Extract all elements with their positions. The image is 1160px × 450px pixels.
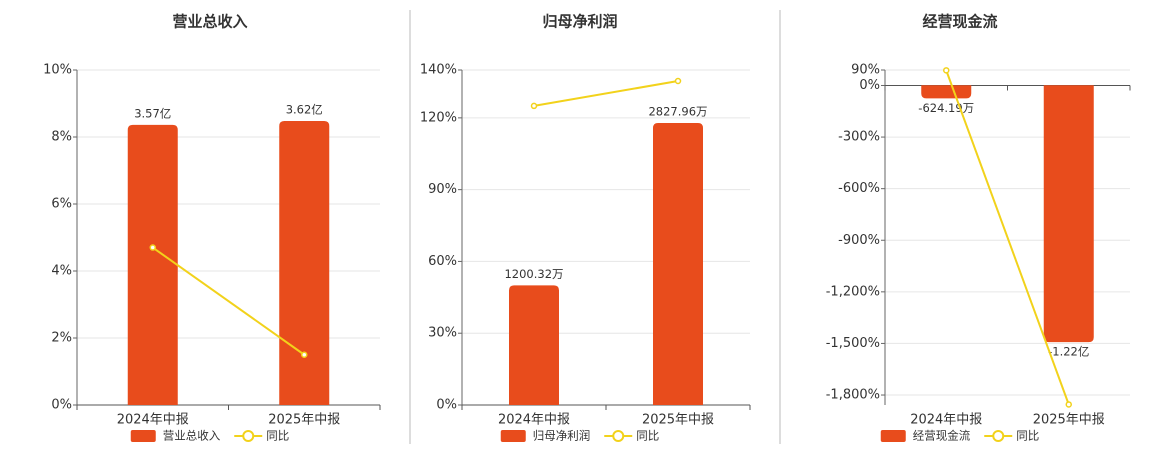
chart-title: 归母净利润 bbox=[542, 13, 617, 31]
legend: 经营现金流 同比 bbox=[880, 429, 1039, 443]
y-tick-label: -1,500% bbox=[826, 336, 880, 351]
bar bbox=[1043, 85, 1094, 343]
legend-label: 同比 bbox=[636, 429, 659, 443]
legend-label: 同比 bbox=[266, 429, 289, 443]
y-tick-label: 2% bbox=[51, 331, 72, 346]
y-tick-label: -900% bbox=[838, 233, 880, 248]
line bbox=[945, 69, 1070, 405]
x-tick-label: 2024年中报 bbox=[910, 413, 982, 428]
chart-title: 经营现金流 bbox=[922, 13, 997, 31]
value-label: 3.62亿 bbox=[286, 102, 323, 116]
bar bbox=[653, 123, 703, 405]
bar bbox=[127, 124, 178, 405]
legend-swatch bbox=[992, 430, 1005, 442]
value-label: -1.22亿 bbox=[1048, 345, 1089, 359]
legend: 营业总收入 同比 bbox=[130, 429, 289, 443]
line bbox=[533, 80, 679, 107]
legend-label: 营业总收入 bbox=[163, 429, 221, 443]
y-tick-label: -1,800% bbox=[826, 388, 880, 403]
line-marker bbox=[301, 351, 308, 358]
bar bbox=[279, 120, 330, 406]
y-tick-label: -600% bbox=[838, 181, 880, 196]
y-tick-label: 0% bbox=[859, 78, 880, 93]
x-tick-label: 2025年中报 bbox=[642, 413, 714, 428]
legend-label: 同比 bbox=[1016, 429, 1039, 443]
chart-title: 营业总收入 bbox=[172, 13, 247, 31]
legend-swatch bbox=[500, 430, 526, 442]
line-marker bbox=[674, 77, 682, 85]
legend-swatch bbox=[130, 430, 156, 442]
y-tick-label: 120% bbox=[420, 110, 457, 125]
line-marker bbox=[149, 244, 156, 251]
y-tick-label: 90% bbox=[428, 182, 457, 197]
y-tick-label: 60% bbox=[428, 254, 457, 269]
line-marker bbox=[943, 67, 950, 74]
x-tick-label: 2024年中报 bbox=[498, 413, 570, 428]
bar bbox=[509, 285, 559, 405]
y-tick-label: 6% bbox=[51, 197, 72, 212]
legend-label: 归母净利润 bbox=[533, 429, 591, 443]
y-tick-label: 140% bbox=[420, 63, 457, 78]
y-tick-label: 0% bbox=[51, 398, 72, 413]
legend: 归母净利润 同比 bbox=[500, 429, 659, 443]
legend-swatch bbox=[612, 430, 625, 442]
y-tick-label: 90% bbox=[851, 63, 880, 78]
legend-swatch bbox=[242, 430, 255, 442]
x-tick-label: 2024年中报 bbox=[117, 413, 189, 428]
legend-swatch bbox=[880, 430, 906, 442]
value-label: 2827.96万 bbox=[648, 105, 707, 119]
y-tick-label: 8% bbox=[51, 130, 72, 145]
value-label: 1200.32万 bbox=[504, 267, 563, 281]
line-marker bbox=[1065, 401, 1072, 408]
y-tick-label: 0% bbox=[436, 398, 457, 413]
y-tick-label: 30% bbox=[428, 326, 457, 341]
legend-label: 经营现金流 bbox=[913, 429, 971, 443]
y-tick-label: 4% bbox=[51, 264, 72, 279]
x-tick-label: 2025年中报 bbox=[1033, 413, 1105, 428]
y-tick-label: -1,200% bbox=[826, 284, 880, 299]
x-tick-label: 2025年中报 bbox=[268, 413, 340, 428]
y-tick-label: -300% bbox=[838, 130, 880, 145]
line-marker bbox=[530, 102, 538, 110]
value-label: 3.57亿 bbox=[134, 106, 171, 120]
bar bbox=[921, 85, 972, 99]
line bbox=[152, 246, 305, 356]
value-label: -624.19万 bbox=[918, 101, 974, 115]
y-tick-label: 10% bbox=[43, 63, 72, 78]
